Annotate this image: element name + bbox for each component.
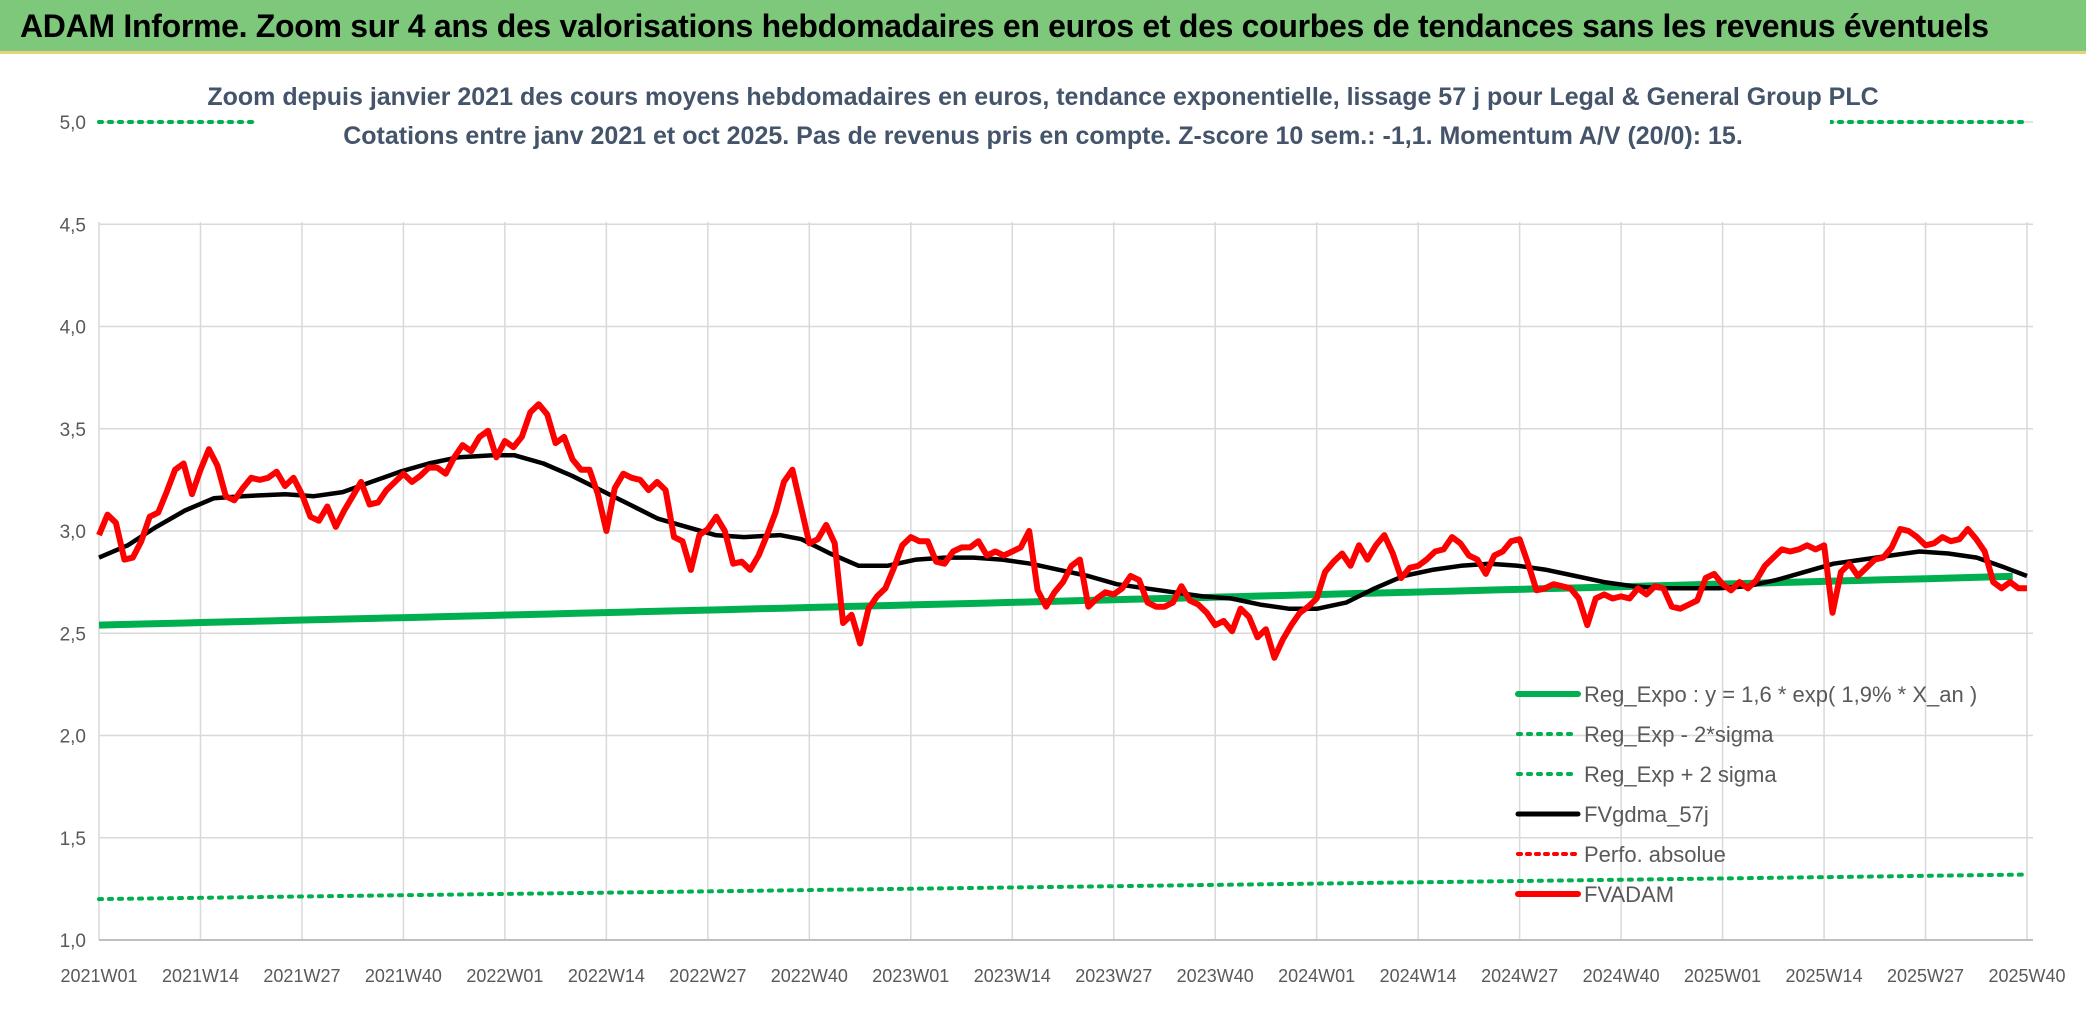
chart-area: 1,0 1,5 2,0 2,5 3,0 3,5 4,0 4,5 5,0 2021W01 2021W… — [0, 54, 2086, 1031]
y-tick-label: 2,0 — [60, 727, 86, 748]
grid — [98, 121, 2033, 941]
title-banner: ADAM Informe. Zoom sur 4 ans des valoris… — [0, 0, 2086, 54]
x-tick-label: 2025W27 — [1887, 966, 1964, 986]
x-tick-label: 2025W14 — [1786, 966, 1863, 986]
title-backdrop — [255, 76, 1830, 184]
x-tick-label: 2024W40 — [1583, 966, 1660, 986]
x-tick-label: 2023W27 — [1075, 966, 1152, 986]
chart-title-line-1: Zoom depuis janvier 2021 des cours moyen… — [207, 83, 1878, 111]
legend-label: FVgdma_57j — [1584, 802, 1709, 827]
x-axis: 2021W01 2021W14 2021W27 2021W40 2022W01 2022W… — [60, 939, 2066, 986]
x-tick-label: 2022W01 — [466, 966, 543, 986]
legend-label: FVADAM — [1584, 882, 1674, 907]
chart-svg: 1,01,52,02,53,03,54,04,55,0 2021W01 2021W… — [60, 76, 2066, 986]
x-tick-label: 2021W40 — [365, 966, 442, 986]
legend-label: Reg_Exp + 2 sigma — [1584, 762, 1777, 787]
chart-title-line-2: Cotations entre janv 2021 et oct 2025. P… — [343, 122, 1743, 150]
series-reg-exp-minus-2sigma — [97, 872, 2029, 902]
series-fvadam — [96, 401, 2027, 661]
x-tick-label: 2023W01 — [872, 966, 949, 986]
x-tick-label: 2022W14 — [568, 966, 645, 986]
x-tick-label: 2021W14 — [162, 966, 239, 986]
page-title: ADAM Informe. Zoom sur 4 ans des valoris… — [20, 8, 1989, 44]
series-fvgdma-57j — [98, 453, 2028, 611]
y-tick-label: 2,5 — [60, 624, 86, 645]
x-tick-label: 2024W27 — [1481, 966, 1558, 986]
y-axis: 1,0 1,5 2,0 2,5 3,0 3,5 4,0 4,5 5,0 — [60, 113, 86, 952]
y-tick-label: 3,0 — [60, 522, 86, 543]
x-tick-label: 2022W27 — [669, 966, 746, 986]
legend-label: Perfo. absolue — [1584, 842, 1726, 867]
y-tick-label: 1,0 — [60, 931, 86, 952]
x-tick-label: 2023W40 — [1177, 966, 1254, 986]
y-tick-label: 5,0 — [60, 113, 86, 134]
y-tick-label: 4,0 — [60, 318, 86, 339]
legend: Reg_Expo : y = 1,6 * exp( 1,9% * X_an ) R… — [1515, 682, 1977, 907]
y-tick-label: 1,5 — [60, 829, 86, 850]
y-tick-label: 4,5 — [60, 215, 86, 236]
x-tick-label: 2025W01 — [1684, 966, 1761, 986]
x-tick-label: 2024W01 — [1278, 966, 1355, 986]
x-tick-label: 2023W14 — [974, 966, 1051, 986]
x-tick-label: 2021W27 — [263, 966, 340, 986]
legend-label: Reg_Expo : y = 1,6 * exp( 1,9% * X_an ) — [1584, 682, 1977, 707]
legend-label: Reg_Exp - 2*sigma — [1584, 722, 1774, 747]
x-tick-label: 2022W40 — [771, 966, 848, 986]
series-reg-expo — [98, 572, 2013, 629]
y-tick-label: 3,5 — [60, 420, 86, 441]
x-tick-label: 2021W01 — [60, 966, 137, 986]
x-tick-label: 2024W14 — [1380, 966, 1457, 986]
x-tick-label: 2025W40 — [1988, 966, 2065, 986]
